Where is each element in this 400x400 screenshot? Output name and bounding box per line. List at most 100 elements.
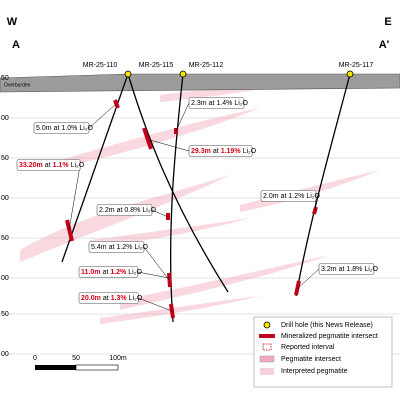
label-box [96, 204, 153, 216]
elevation-label: 50 [1, 311, 9, 318]
intercept-label: 2.3m at 1.4% Li₂O [175, 97, 249, 132]
intercept-text: 29.3m at 1.19% Li₂O [191, 148, 257, 155]
legend-symbol [259, 334, 275, 338]
elevation-label: 00 [1, 275, 9, 282]
elevation-label: 00 [1, 351, 9, 358]
grade: 1.0% [61, 125, 77, 132]
collar [179, 70, 187, 78]
label-box [16, 159, 81, 171]
grade: 1.19% [221, 148, 242, 155]
mineralized-intersect [142, 127, 153, 150]
intercept-label: 2.2m at 0.8% Li₂O [96, 204, 169, 218]
length: 5.0m [36, 125, 52, 132]
leader [138, 297, 173, 312]
elevation-label: 00 [1, 195, 9, 202]
scale-bar: 0 50 100m [33, 355, 127, 371]
unit: Li₂O [243, 148, 257, 155]
unit: Li₂O [79, 125, 93, 132]
unit: Li₂O [134, 244, 148, 251]
mineralized-intersect [113, 99, 120, 109]
length: 11.0m [81, 269, 100, 276]
length: 33.20m [19, 162, 43, 169]
mineralized-intersect [294, 280, 301, 296]
section-end: A' [379, 39, 390, 51]
hole-name: MR-25-110 [83, 62, 118, 69]
at: at [213, 148, 219, 155]
label-box [78, 292, 139, 304]
legend-label: Reported interval [281, 344, 335, 351]
elevation-label: 00 [1, 115, 9, 122]
grade: 1.4% [216, 100, 232, 107]
intercept-label: 5.0m at 1.0% Li₂O [33, 103, 117, 134]
label-box [318, 263, 375, 275]
legend-symbol [260, 368, 274, 375]
grade: 1.8% [346, 266, 362, 273]
grade: 1.2% [116, 244, 132, 251]
unit: Li₂O [142, 207, 156, 214]
overburden-label: Overburden [4, 82, 31, 88]
intercept-label: 11.0m at 1.2% Li₂O [78, 266, 170, 279]
legend-label: Drill hole (this News Release) [281, 322, 373, 329]
elevation-label: 50 [1, 75, 9, 82]
section-start: A [12, 39, 20, 51]
at: at [339, 266, 345, 273]
length: 2.3m [191, 100, 207, 107]
legend-box [253, 316, 393, 388]
unit: Li₂O [234, 100, 248, 107]
pegmatite [120, 255, 330, 310]
scale-segment [35, 365, 76, 370]
unit: Li₂O [71, 162, 85, 169]
collar [124, 70, 132, 78]
overburden-band [0, 73, 400, 93]
leader [143, 246, 170, 281]
at: at [109, 244, 115, 251]
leader [296, 268, 320, 290]
intercept-text: 3.2m at 1.8% Li₂O [321, 266, 379, 273]
hole-name: MR-25-115 [139, 62, 174, 69]
pegmatite [100, 296, 260, 324]
hole-name: MR-25-117 [339, 62, 374, 69]
leader [68, 164, 81, 231]
holes: MR-25-110 MR-25-115 MR-25-112 MR-25-117 5.0m… [16, 62, 379, 323]
unit: Li₂O [306, 193, 320, 200]
grade: 1.2% [110, 269, 127, 276]
label-box [260, 190, 317, 202]
intercept-label: 5.4m at 1.2% Li₂O [88, 241, 170, 281]
intercept-text: 2.0m at 1.2% Li₂O [263, 193, 321, 200]
legend-label: Mineralized pegmatite intersect [281, 333, 378, 340]
intercept-label: 33.20m at 1.1% Li₂O [16, 159, 85, 231]
scale-segment [75, 364, 119, 371]
legend-symbol [263, 321, 271, 329]
intercept-text: 2.3m at 1.4% Li₂O [191, 100, 249, 107]
length: 2.0m [263, 193, 279, 200]
drill-hole [295, 73, 351, 297]
intercept-label: 20.0m at 1.3% Li₂O [78, 292, 173, 312]
unit: Li₂O [128, 269, 142, 276]
at: at [45, 162, 51, 169]
drill-hole [127, 73, 229, 293]
label-box [78, 266, 139, 278]
legend-symbol [262, 343, 272, 351]
label-box [188, 145, 253, 157]
legend-label: Interpreted pegmatite [281, 368, 348, 375]
label-box [88, 241, 145, 253]
intercept-text: 20.0m at 1.3% Li₂O [81, 295, 143, 302]
unit: Li₂O [364, 266, 378, 273]
mineralized-intersect [167, 272, 172, 288]
leader [151, 209, 169, 218]
hole-name: MR-25-112 [189, 62, 224, 69]
scale-label: 0 [33, 355, 37, 362]
legend-symbol [259, 355, 275, 363]
at: at [102, 269, 108, 276]
pegmatite [90, 218, 250, 248]
length: 2.2m [99, 207, 115, 214]
length: 5.4m [91, 244, 107, 251]
intercept-text: 5.4m at 1.2% Li₂O [91, 244, 149, 251]
grade: 1.3% [111, 295, 128, 302]
east-label: E [384, 16, 391, 28]
legend: Drill hole (this News Release) Mineraliz… [253, 316, 393, 388]
unit: Li₂O [129, 295, 143, 302]
label-box [33, 122, 90, 134]
grade: 1.1% [53, 162, 70, 169]
